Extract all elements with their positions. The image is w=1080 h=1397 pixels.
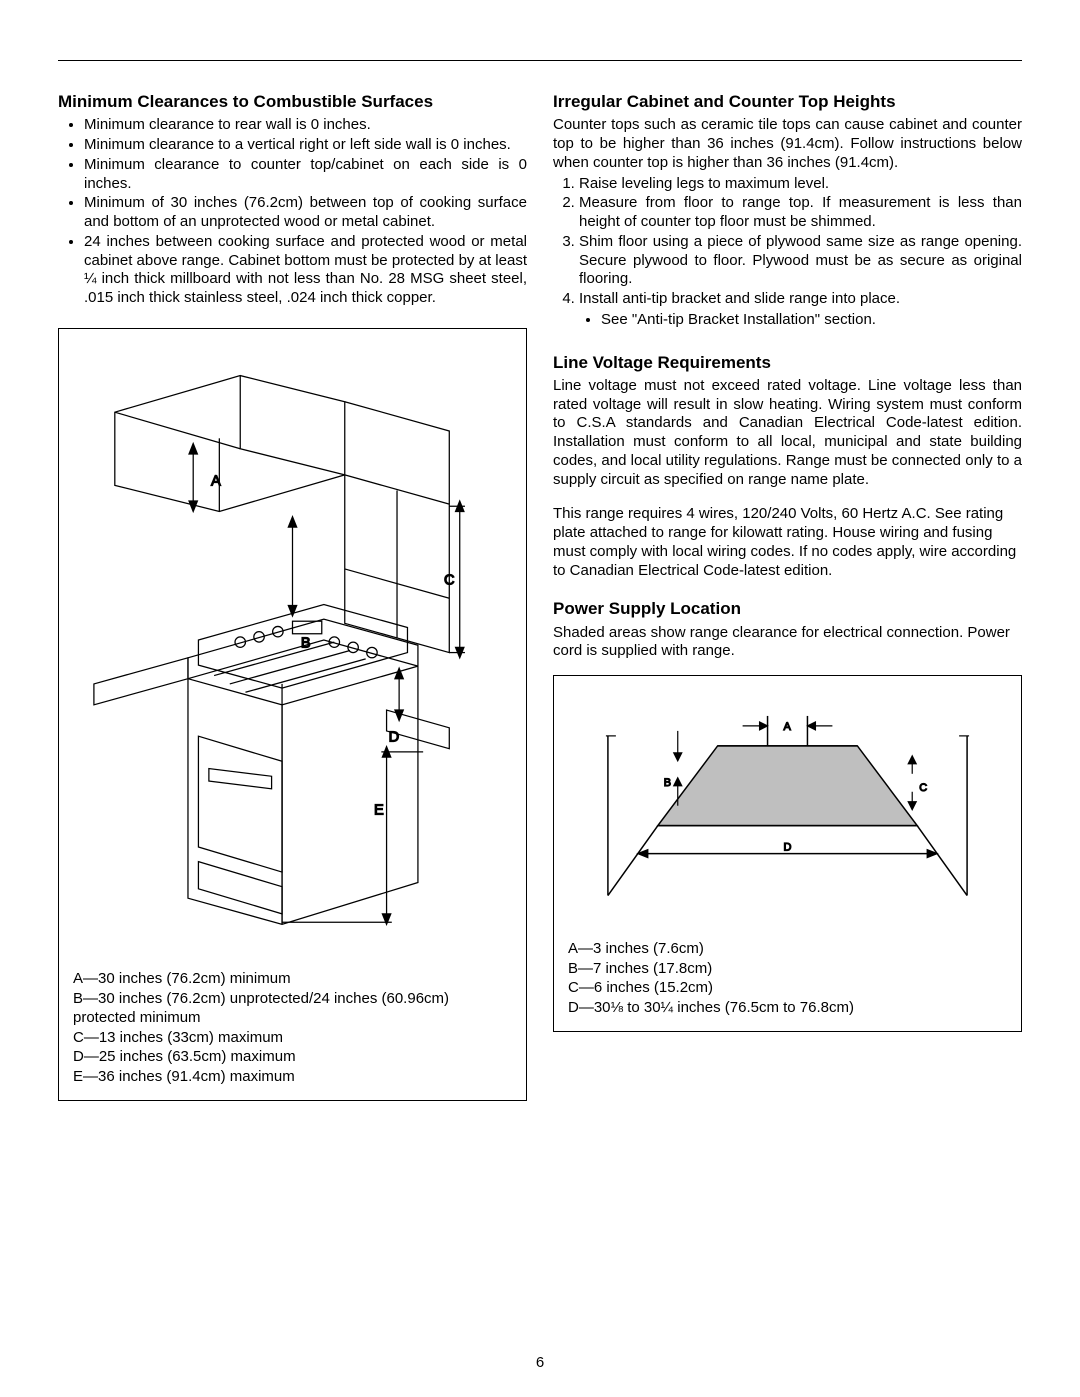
legend-row: C—6 inches (15.2cm) (568, 978, 1007, 998)
clearances-bullets: Minimum clearance to rear wall is 0 inch… (58, 116, 527, 308)
heading-irregular: Irregular Cabinet and Counter Top Height… (553, 91, 1022, 112)
power-supply-diagram: A B C (568, 686, 1007, 925)
bullet: Minimum clearance to a vertical right or… (84, 136, 527, 155)
sub-bullet-list: See "Anti-tip Bracket Installation" sect… (579, 311, 1022, 330)
legend-row: B—30 inches (76.2cm) unprotected/24 inch… (73, 989, 512, 1028)
heading-clearances: Minimum Clearances to Combustible Surfac… (58, 91, 527, 112)
manual-page: Minimum Clearances to Combustible Surfac… (0, 0, 1080, 1397)
legend-row: D—25 inches (63.5cm) maximum (73, 1047, 512, 1067)
label-b: B (664, 777, 671, 789)
bullet: Minimum clearance to counter top/cabinet… (84, 156, 527, 194)
label-d: D (389, 729, 400, 745)
step-text: Install anti-tip bracket and slide range… (579, 290, 900, 307)
right-column: Irregular Cabinet and Counter Top Height… (553, 91, 1022, 1101)
sub-bullet: See "Anti-tip Bracket Installation" sect… (601, 311, 1022, 330)
label-a: A (784, 721, 792, 733)
paragraph: Line voltage must not exceed rated volta… (553, 377, 1022, 490)
left-column: Minimum Clearances to Combustible Surfac… (58, 91, 527, 1101)
legend-row: C—13 inches (33cm) maximum (73, 1028, 512, 1048)
paragraph: Shaded areas show range clearance for el… (553, 624, 1022, 662)
range-isometric-diagram: A C B (73, 339, 512, 956)
legend-row: A—30 inches (76.2cm) minimum (73, 969, 512, 989)
figure-range-clearances: A C B (58, 328, 527, 1102)
figure2-legend: A—3 inches (7.6cm) B—7 inches (17.8cm) C… (568, 939, 1007, 1017)
label-d: D (784, 842, 792, 854)
step: Install anti-tip bracket and slide range… (579, 290, 1022, 330)
step: Raise leveling legs to maximum level. (579, 175, 1022, 194)
step: Shim floor using a piece of plywood same… (579, 233, 1022, 289)
bullet: 24 inches between cooking surface and pr… (84, 233, 527, 308)
step: Measure from floor to range top. If meas… (579, 194, 1022, 232)
two-column-layout: Minimum Clearances to Combustible Surfac… (58, 91, 1022, 1101)
page-number: 6 (0, 1354, 1080, 1371)
heading-voltage: Line Voltage Requirements (553, 352, 1022, 373)
heading-power-supply: Power Supply Location (553, 598, 1022, 619)
figure1-legend: A—30 inches (76.2cm) minimum B—30 inches… (73, 969, 512, 1086)
top-rule (58, 60, 1022, 61)
legend-row: B—7 inches (17.8cm) (568, 959, 1007, 979)
label-e: E (374, 802, 384, 818)
label-a: A (211, 473, 221, 489)
irregular-steps: Raise leveling legs to maximum level. Me… (553, 175, 1022, 330)
label-c: C (444, 572, 455, 588)
bullet: Minimum of 30 inches (76.2cm) between to… (84, 194, 527, 232)
figure-power-supply: A B C (553, 675, 1022, 1032)
label-c: C (919, 782, 927, 794)
label-b: B (301, 635, 311, 651)
legend-row: E—36 inches (91.4cm) maximum (73, 1067, 512, 1087)
paragraph: This range requires 4 wires, 120/240 Vol… (553, 505, 1022, 580)
bullet: Minimum clearance to rear wall is 0 inch… (84, 116, 527, 135)
paragraph: Counter tops such as ceramic tile tops c… (553, 116, 1022, 172)
legend-row: A—3 inches (7.6cm) (568, 939, 1007, 959)
legend-row: D—30⅛ to 30¼ inches (76.5cm to 76.8cm) (568, 998, 1007, 1018)
